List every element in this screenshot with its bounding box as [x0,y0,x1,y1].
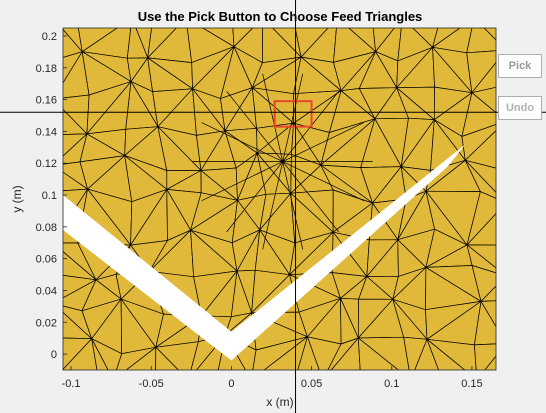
mesh-triangle[interactable] [474,343,506,380]
mesh-triangle[interactable] [155,346,189,380]
mesh-edge [282,161,304,250]
mesh-edge [282,161,364,201]
mesh-triangle[interactable] [295,335,323,380]
x-tick-label: 0.1 [384,378,399,390]
y-tick-label: 0.12 [36,158,57,170]
y-tick-label: 0.06 [36,254,57,266]
mesh-triangle[interactable] [477,343,506,380]
mesh-edge [282,122,364,162]
mesh-edge [262,73,284,162]
x-axis-label: x (m) [266,395,293,409]
mesh-edge [282,73,304,162]
feed-mesh[interactable] [53,18,506,380]
mesh-edge [201,161,283,201]
y-tick-label: 0.04 [36,285,57,297]
y-tick-label: 0 [51,349,57,361]
axes-frame [62,27,497,371]
y-tick-label: 0.08 [36,222,57,234]
mesh-edge [226,161,283,233]
mesh-edge [282,161,340,233]
v-slot-gap [63,144,466,361]
mesh-edge [262,161,284,250]
y-tick-label: 0.02 [36,317,57,329]
undo-button[interactable]: Undo [498,96,542,120]
x-tick-label: 0.15 [461,378,482,390]
x-tick-label: 0.05 [301,378,322,390]
y-tick-label: 0.2 [42,31,57,43]
x-tick-label: -0.05 [139,378,164,390]
x-tick-label: -0.1 [62,378,81,390]
y-tick-label: 0.18 [36,63,57,75]
mesh-triangle[interactable] [91,338,114,380]
mesh-edge [201,122,283,162]
x-tick-label: 0 [228,378,234,390]
mesh-triangle[interactable] [357,337,411,380]
x-axis-ticks: -0.1 -0.05 0 0.05 0.1 0.15 [62,366,483,390]
plot-axes[interactable]: -0.1 -0.05 0 0.05 0.1 0.15 00.020.040.060.080… [36,18,506,390]
mesh-triangle[interactable] [466,18,506,54]
selection-box [273,100,313,128]
y-axis-label: y (m) [10,185,24,212]
mesh-triangle[interactable] [426,338,477,380]
mesh-edge [226,91,283,162]
pick-button[interactable]: Pick [498,54,542,78]
plot-title: Use the Pick Button to Choose Feed Trian… [138,9,423,24]
y-axis-ticks: 0 0.02 0.04 0.06 0.08 0.1 0.12 0.14 0.16 0.18 0.2 [36,31,67,361]
y-tick-label: 0.1 [42,190,57,202]
y-tick-label: 0.16 [36,95,57,107]
y-tick-label: 0.14 [36,126,57,138]
